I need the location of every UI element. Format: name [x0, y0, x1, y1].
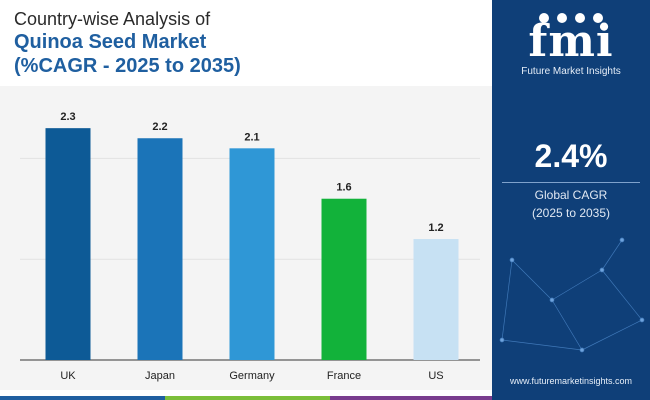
summary-panel: fmi Future Market Insights 2.4% Global C…: [492, 0, 650, 400]
value-label-japan: 2.2: [152, 121, 167, 133]
brand-logo: fmi Future Market Insights: [492, 6, 650, 77]
bar-japan: [137, 138, 183, 360]
strip-segment: [330, 396, 492, 400]
logo-icons: [539, 13, 603, 23]
category-label-us: US: [428, 370, 443, 382]
bar-us: [413, 239, 459, 360]
value-label-us: 1.2: [428, 222, 443, 234]
logo-text: Future Market Insights: [521, 66, 621, 77]
bar-france: [321, 198, 367, 360]
category-label-uk: UK: [60, 370, 76, 382]
value-label-france: 1.6: [336, 182, 351, 194]
chart-title: Country-wise Analysis of Quinoa Seed Mar…: [14, 8, 241, 78]
flask-icon: [575, 13, 585, 23]
value-label-uk: 2.3: [60, 111, 75, 123]
title-line-2: Quinoa Seed Market: [14, 31, 207, 53]
bar-uk: [45, 128, 91, 360]
website-url: www.futuremarketinsights.com: [509, 376, 633, 386]
category-label-germany: Germany: [229, 370, 275, 382]
network-decoration: [499, 237, 645, 353]
title-line-1: Country-wise Analysis of: [14, 9, 211, 29]
bar-chart: 2.3 UK 2.2 Japan 2.1 Germany 1.6 France 1.2 US: [20, 111, 480, 382]
category-label-france: France: [327, 370, 361, 382]
value-label-germany: 2.1: [244, 131, 259, 143]
globe-icon: [539, 13, 549, 23]
strip-segment: [165, 396, 330, 400]
global-cagr-label: Global CAGR: [534, 188, 608, 202]
global-cagr-period: (2025 to 2035): [531, 206, 611, 220]
category-label-japan: Japan: [145, 370, 175, 382]
chart-icon: [593, 13, 603, 23]
title-line-3: (%CAGR - 2025 to 2035): [14, 55, 241, 77]
divider: [502, 182, 640, 183]
global-cagr-value: 2.4%: [534, 138, 608, 174]
strip-segment: [0, 396, 165, 400]
logo-mark: fmi: [528, 16, 614, 67]
bar-germany: [229, 148, 275, 360]
leaf-icon: [557, 13, 567, 23]
